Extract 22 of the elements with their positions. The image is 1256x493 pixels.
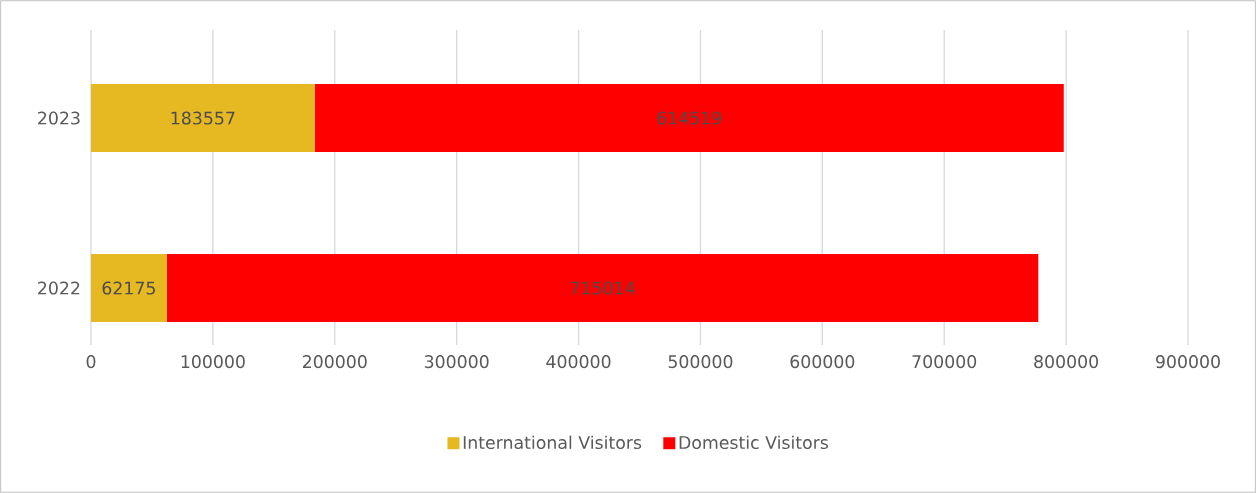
bar xyxy=(314,84,1064,153)
legend-label: Domestic Visitors xyxy=(679,435,829,450)
x-tick-label: 900000 xyxy=(1156,355,1220,369)
x-tick-label: 300000 xyxy=(424,355,489,369)
x-tick-label: 200000 xyxy=(302,355,367,369)
x-tick-label: 500000 xyxy=(668,355,733,369)
x-tick-label: 100000 xyxy=(181,355,245,369)
y-tick-label: 2023 xyxy=(38,111,80,125)
bar xyxy=(91,254,167,323)
bar xyxy=(91,84,315,153)
x-tick-label: 400000 xyxy=(546,355,611,369)
bar xyxy=(166,254,1039,323)
data-label: 614519 xyxy=(657,111,722,125)
y-tick-label: 2022 xyxy=(38,281,80,295)
x-tick-label: 600000 xyxy=(790,355,855,369)
legend-label: International Visitors xyxy=(463,435,642,450)
x-tick-label: 0 xyxy=(86,355,96,369)
data-label: 62175 xyxy=(102,281,155,295)
data-label: 183557 xyxy=(171,111,235,125)
x-tick-label: 700000 xyxy=(912,355,977,369)
data-label: 715014 xyxy=(570,281,635,295)
x-tick-label: 800000 xyxy=(1034,355,1099,369)
